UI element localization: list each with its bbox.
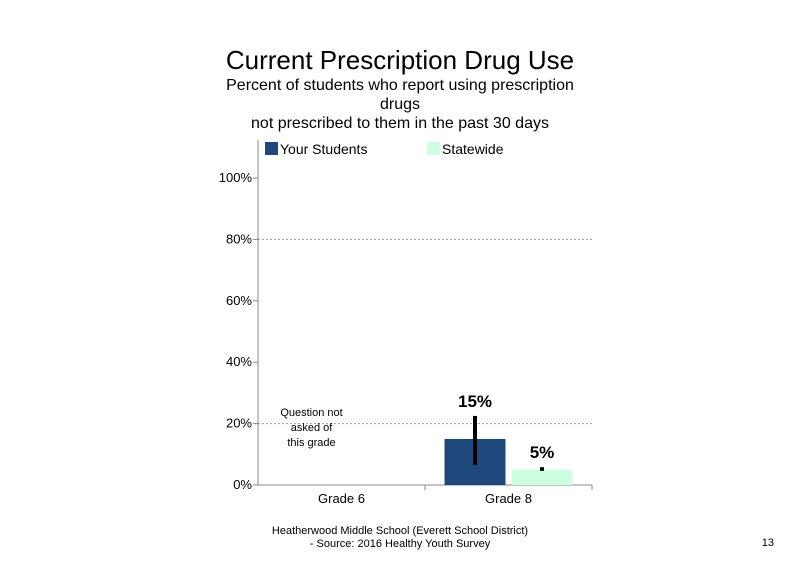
- page-number: 13: [761, 537, 774, 549]
- chart-subtitle: Percent of students who report using pre…: [180, 76, 620, 133]
- x-tick-label: Grade 8: [485, 491, 532, 506]
- legend-label: Statewide: [442, 141, 504, 157]
- subtitle-line-3: not prescribed to them in the past 30 da…: [251, 115, 549, 132]
- y-tick-label: 20%: [226, 416, 252, 431]
- subtitle-line-2: drugs: [379, 96, 421, 113]
- data-label: 15%: [458, 392, 492, 411]
- y-tick-label: 0%: [233, 477, 252, 492]
- y-tick-label: 60%: [226, 293, 252, 308]
- legend-swatch: [265, 142, 278, 155]
- annotation-text: asked of: [291, 422, 334, 434]
- footer-line-2: - Source: 2016 Healthy Youth Survey: [309, 538, 491, 550]
- legend-swatch: [427, 142, 440, 155]
- chart-title: Current Prescription Drug Use: [225, 45, 575, 75]
- annotation-text: Question not: [280, 407, 342, 419]
- y-tick-label: 80%: [226, 231, 252, 246]
- y-tick-label: 100%: [219, 170, 253, 185]
- legend-label: Your Students: [280, 141, 367, 157]
- x-tick-label: Grade 6: [318, 491, 365, 506]
- bar: [511, 469, 573, 485]
- footer-source: Heatherwood Middle School (Everett Schoo…: [200, 525, 600, 551]
- y-tick-label: 40%: [226, 354, 252, 369]
- data-label: 5%: [530, 443, 555, 462]
- footer-line-1: Heatherwood Middle School (Everett Schoo…: [271, 525, 529, 537]
- subtitle-line-1: Percent of students who report using pre…: [226, 77, 574, 94]
- annotation-text: this grade: [287, 437, 335, 449]
